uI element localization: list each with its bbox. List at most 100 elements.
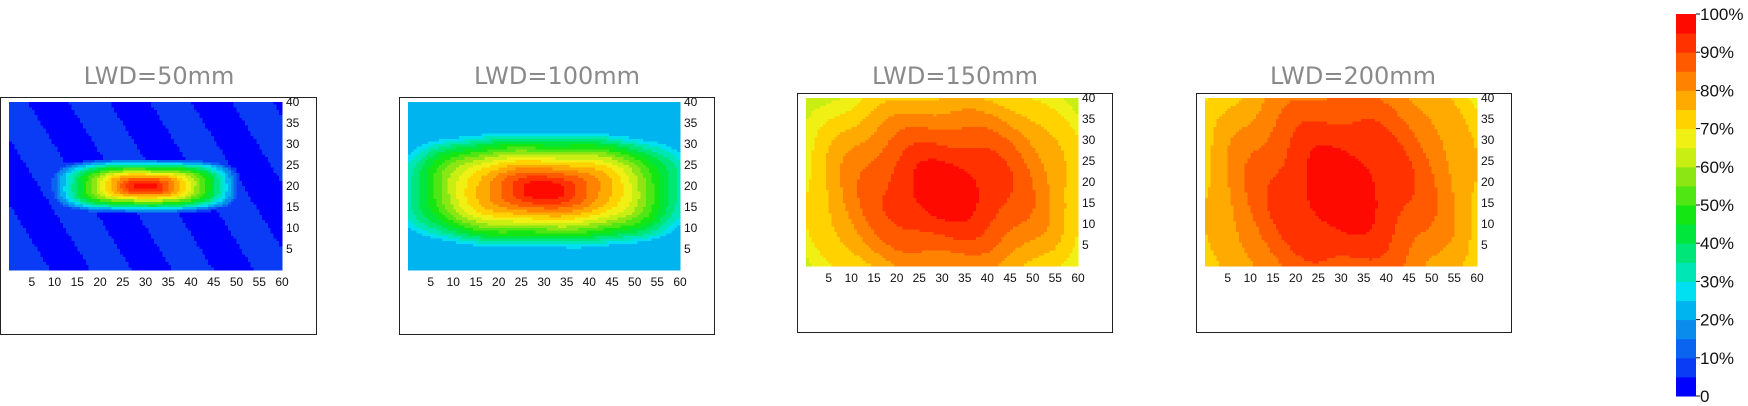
colorbar-label: 30% [1700,272,1734,291]
heatmap-plot-2: 5 10 15 20 25 30 35 40 45 50 55 60 5 10 15 20 25 30 35 40 [408,95,698,289]
x-tick-label: 15 [1266,271,1280,285]
x-tick-label: 5 [1224,271,1231,285]
y-tick-label: 10 [684,221,698,235]
colorbar-swatch [1676,71,1696,91]
x-tick-label: 15 [867,271,881,285]
y-tick-label: 25 [1481,154,1495,168]
y-tick-label: 40 [684,98,698,109]
y-tick-label: 25 [286,158,300,172]
panel-title-3: LWD=150mm [796,62,1114,90]
y-tick-label: 30 [1481,133,1495,147]
colorbar-label: 60% [1700,158,1734,177]
y-tick-label: 20 [286,179,300,193]
x-tick-label: 35 [958,271,972,285]
y-tick-label: 10 [1481,217,1495,231]
y-tick-label: 5 [1082,238,1089,252]
x-tick-label: 25 [1312,271,1326,285]
x-tick-label: 20 [1289,271,1303,285]
x-tick-label: 45 [1003,271,1017,285]
y-tick-label: 10 [286,221,300,235]
colorbar-swatch [1676,300,1696,321]
colorbar-swatch [1676,128,1696,149]
colorbar-swatch [1676,33,1696,53]
colorbar-swatch [1676,205,1696,225]
colorbar-label: 70% [1700,120,1734,139]
x-tick-label: 40 [1380,271,1394,285]
x-tick-label: 15 [469,275,483,289]
y-tick-label: 40 [1481,94,1495,105]
x-tick-label: 60 [1071,271,1085,285]
heatmap-panel-1: 5 10 15 20 25 30 35 40 45 50 55 60 5 10 15 20 25 30 35 40 [0,95,317,335]
x-tick-label: 5 [28,275,35,289]
x-tick-label: 25 [515,275,529,289]
colorbar-label: 100% [1700,5,1743,24]
colorbar-label: 80% [1700,81,1734,100]
colorbar-swatch [1676,52,1696,72]
y-tick-label: 5 [1481,238,1488,252]
x-tick-label: 50 [230,275,244,289]
y-tick-label: 30 [684,137,698,151]
colorbar-swatch [1676,357,1696,378]
x-tick-label: 15 [71,275,85,289]
x-tick-label: 30 [1334,271,1348,285]
panel-title-2: LWD=100mm [398,62,716,90]
colorbar-label: 50% [1700,196,1734,215]
y-tick-label: 15 [684,200,698,214]
colorbar-label: 10% [1700,349,1734,368]
heatmap-cells [1205,98,1478,267]
x-tick-label: 35 [162,275,176,289]
x-tick-label: 30 [935,271,949,285]
y-tick-label: 30 [286,137,300,151]
colorbar-label: 20% [1700,311,1734,330]
x-tick-label: 55 [1448,271,1462,285]
panel-title-1: LWD=50mm [0,62,318,90]
y-tick-label: 20 [1082,175,1096,189]
x-tick-label: 45 [605,275,619,289]
y-tick-label: 25 [684,158,698,172]
y-tick-label: 40 [286,98,300,109]
x-tick-label: 20 [492,275,506,289]
x-tick-label: 10 [48,275,62,289]
x-tick-label: 55 [1049,271,1063,285]
x-tick-label: 5 [825,271,832,285]
colorbar-swatch [1676,14,1696,34]
y-tick-label: 15 [1481,196,1495,210]
y-tick-label: 10 [1082,217,1096,231]
y-tick-label: 20 [684,179,698,193]
colorbar-swatch [1676,224,1696,244]
colorbar-label: 90% [1700,43,1734,62]
x-tick-label: 55 [253,275,267,289]
x-tick-label: 45 [1402,271,1416,285]
colorbar-swatch [1676,281,1696,301]
x-tick-label: 20 [890,271,904,285]
heatmap-plot-4: 5 10 15 20 25 30 35 40 45 50 55 60 5 10 15 20 25 30 35 40 [1205,91,1495,285]
y-tick-label: 30 [1082,133,1096,147]
heatmap-panel-3: 5 10 15 20 25 30 35 40 45 50 55 60 5 10 15 20 25 30 35 40 [797,91,1113,333]
x-tick-label: 40 [184,275,198,289]
x-tick-label: 60 [1470,271,1484,285]
y-tick-label: 5 [286,242,293,256]
colorbar-swatch [1676,90,1696,110]
x-tick-label: 50 [628,275,642,289]
colorbar-swatch [1676,147,1696,168]
x-tick-label: 40 [583,275,597,289]
y-tick-label: 15 [1082,196,1096,210]
y-tick-label: 35 [286,116,300,130]
colorbar-swatch [1676,166,1696,187]
colorbar-swatch [1676,338,1696,359]
heatmap-cells [9,102,283,271]
x-tick-label: 25 [913,271,927,285]
heatmap-panel-2: 5 10 15 20 25 30 35 40 45 50 55 60 5 10 15 20 25 30 35 40 [399,95,715,335]
x-tick-label: 35 [560,275,574,289]
x-tick-label: 50 [1425,271,1439,285]
panel-title-4: LWD=200mm [1194,62,1512,90]
x-tick-label: 10 [845,271,859,285]
x-tick-label: 10 [1244,271,1258,285]
x-tick-label: 50 [1026,271,1040,285]
y-tick-label: 15 [286,200,300,214]
y-tick-label: 40 [1082,94,1096,105]
colorbar-swatch [1676,109,1696,130]
heatmap-plot-1: 5 10 15 20 25 30 35 40 45 50 55 60 5 10 15 20 25 30 35 40 [9,95,300,289]
x-tick-label: 60 [673,275,687,289]
heatmap-plot-3: 5 10 15 20 25 30 35 40 45 50 55 60 5 10 15 20 25 30 35 40 [806,91,1096,285]
